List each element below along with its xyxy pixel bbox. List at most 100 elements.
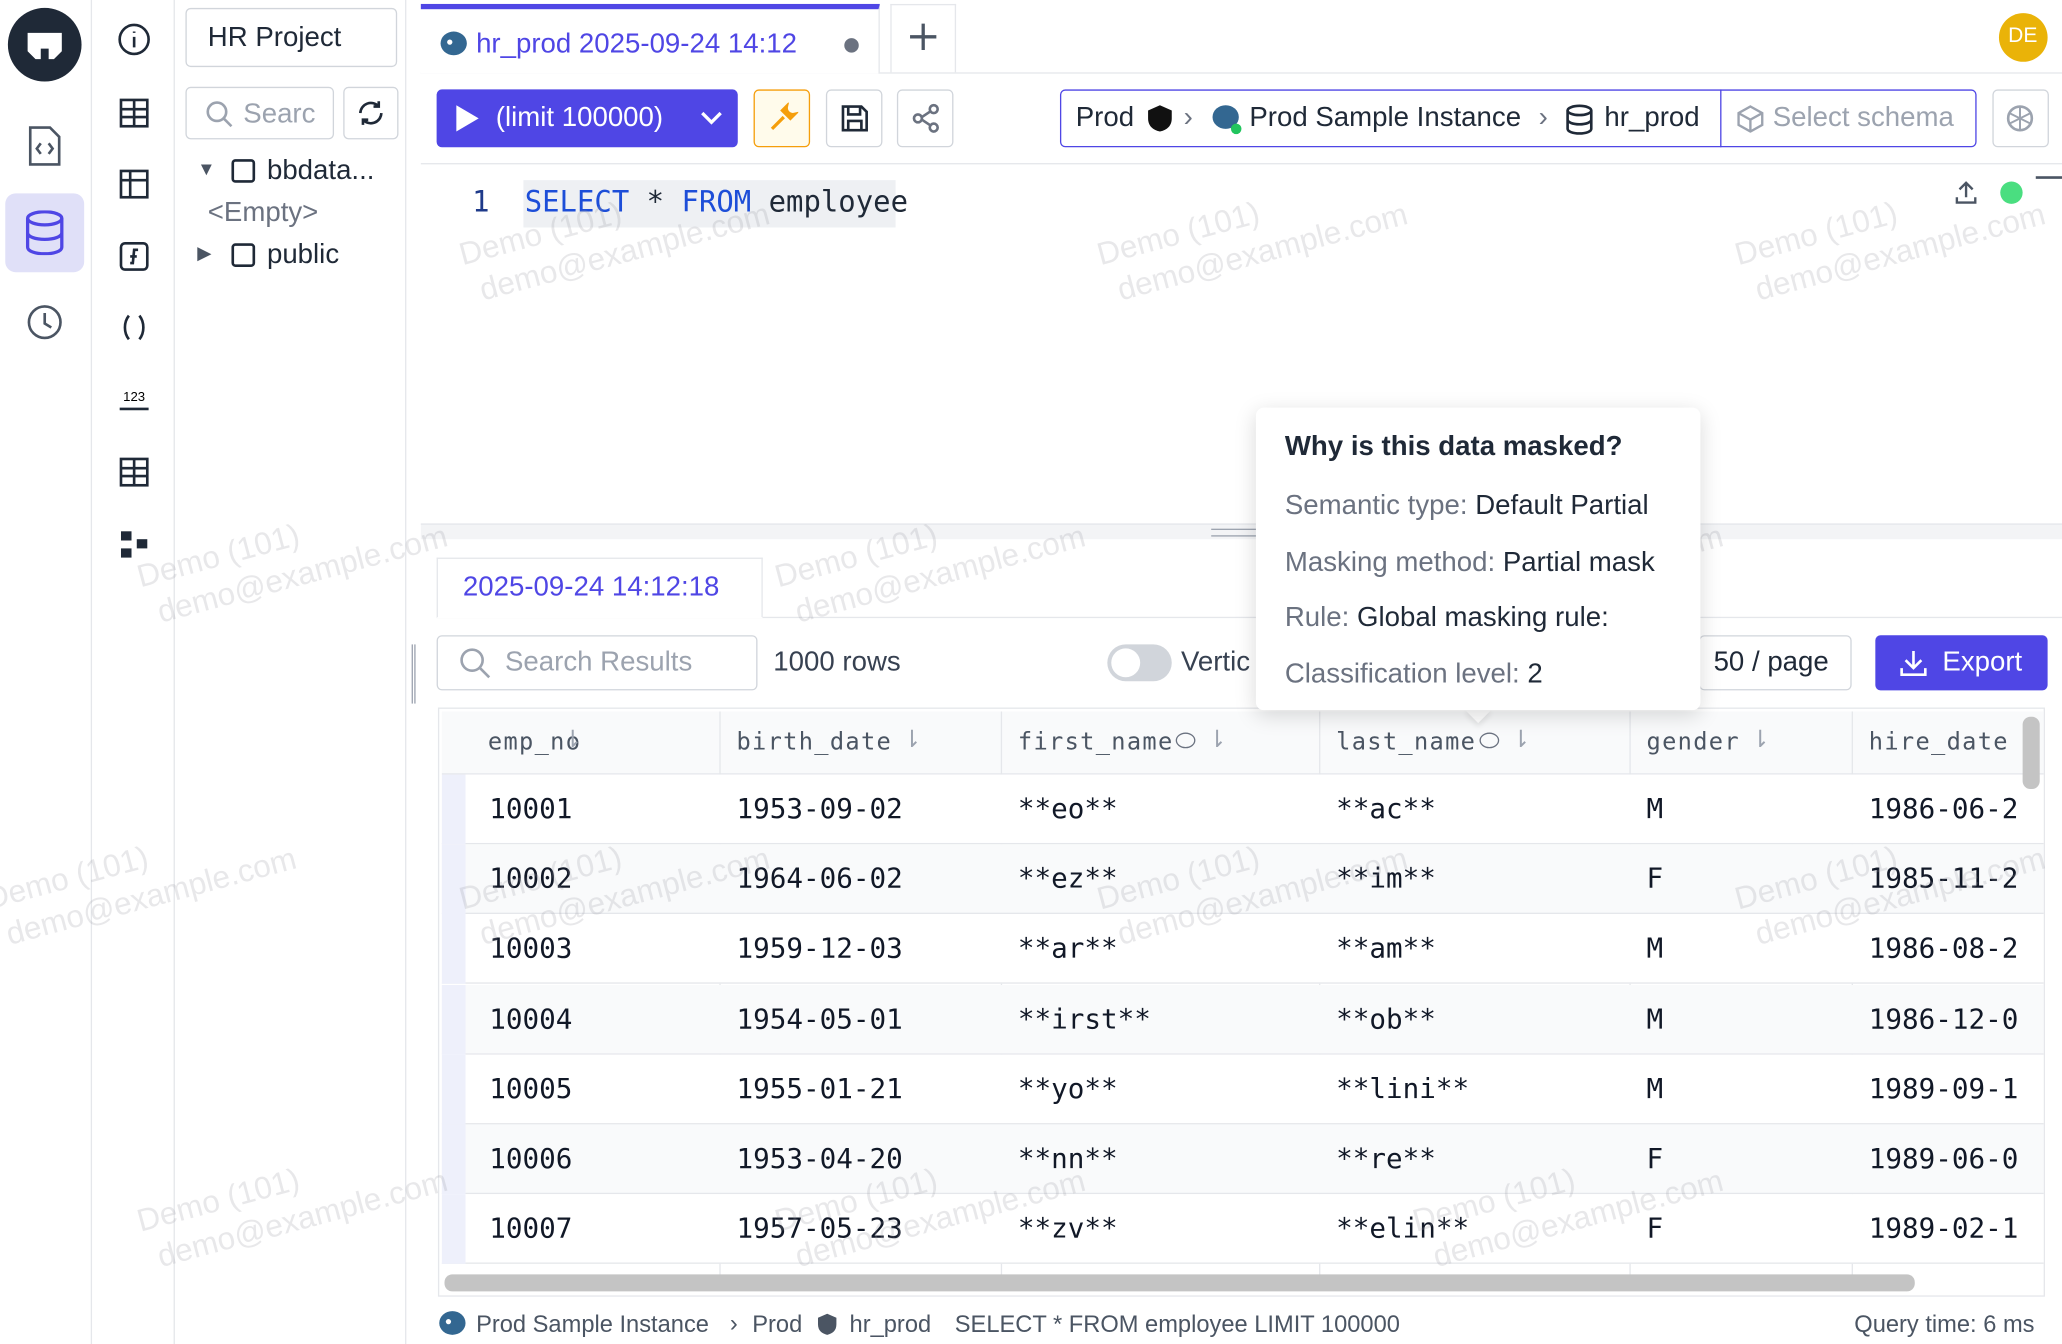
table-cell: **ac** [1336, 793, 1436, 825]
vscroll[interactable] [2022, 716, 2040, 790]
row-marker [441, 1124, 466, 1195]
logo[interactable] [7, 7, 83, 83]
row-marker [441, 844, 466, 915]
table-cell: **irst** [1017, 1002, 1151, 1035]
table-row [441, 1194, 2044, 1265]
column-header[interactable]: birth_date [736, 728, 893, 757]
run-button[interactable] [436, 89, 738, 148]
item-value: Partial mask [1502, 546, 1655, 577]
result-tab[interactable] [436, 557, 763, 619]
view-icon[interactable] [118, 168, 150, 200]
shield-icon [1148, 105, 1172, 132]
status-statement: SELECT * FROM employee LIMIT 100000 [954, 1311, 1400, 1338]
toolbar-border [420, 163, 2062, 165]
row-count: 1000 rows [773, 647, 901, 678]
tree-caret[interactable]: ▼ [197, 157, 216, 179]
table-row [441, 844, 2044, 915]
sequence-icon[interactable]: 123 [117, 384, 151, 416]
search-placeholder: Searc [243, 98, 316, 129]
table-cell: M [1646, 1002, 1664, 1035]
selector-divider [1720, 89, 1722, 148]
table-cell: F [1646, 1212, 1664, 1245]
table-cell: **elin** [1336, 1212, 1470, 1245]
db-icon [1566, 104, 1593, 135]
ai-button[interactable] [1992, 89, 2049, 148]
grid-header [441, 711, 2044, 775]
results-search[interactable] [436, 635, 758, 691]
table-cell: 1986-12-0 [1868, 1002, 2019, 1035]
database: hr_prod [1604, 102, 1700, 133]
sort-icon[interactable]: ⇂ [1511, 725, 1531, 753]
editor-icon[interactable] [26, 125, 63, 167]
table-row [441, 774, 2044, 845]
schema-cube [231, 159, 256, 183]
row-marker [441, 774, 466, 845]
tree-label[interactable]: public [266, 239, 340, 270]
popover-item: Masking method: Partial mask [1285, 546, 1655, 578]
toggle-label: Vertic [1180, 647, 1251, 678]
nav-rail [0, 0, 93, 1344]
sort-icon[interactable]: ⇂ [902, 725, 923, 753]
sort-icon[interactable]: ⇂ [562, 725, 583, 753]
table-cell: **zv** [1017, 1212, 1118, 1245]
column-header[interactable]: first_name [1017, 728, 1174, 757]
table-cell: 10001 [489, 793, 573, 825]
crumb-sep: › [1538, 102, 1548, 133]
database-icon [25, 210, 64, 256]
project-select[interactable] [185, 7, 398, 68]
tree-label[interactable]: bbdata... [266, 155, 375, 186]
info-icon[interactable] [116, 21, 153, 58]
share-button[interactable] [896, 89, 954, 148]
avatar[interactable] [1998, 13, 2048, 62]
run-dropdown[interactable] [698, 108, 724, 129]
table-cell: **im** [1336, 862, 1436, 895]
save-button[interactable] [825, 89, 883, 148]
wrench-icon [770, 102, 799, 131]
result-tab-title: 2025-09-24 14:12:18 [462, 572, 720, 603]
function-icon[interactable] [118, 241, 150, 273]
table-row [441, 1124, 2044, 1195]
result-tab-border [436, 616, 2062, 619]
table-cell: 1986-08-2 [1868, 932, 2019, 965]
column-header[interactable]: gender [1646, 728, 1740, 757]
diagram-icon[interactable] [118, 529, 150, 561]
watermark-email: demo@example.com [1113, 196, 1412, 309]
column-header[interactable]: last_name [1336, 728, 1477, 757]
environment: Prod [1075, 102, 1135, 133]
row-marker [441, 984, 466, 1055]
popover-item: Rule: Global masking rule: [1285, 602, 1609, 634]
tree-caret[interactable]: ▶ [197, 241, 212, 264]
sql-table: employee [768, 186, 908, 220]
upload-icon[interactable] [1953, 179, 1979, 205]
sidebar-search[interactable] [185, 86, 335, 140]
project-name: HR Project [207, 22, 342, 53]
hscroll[interactable] [444, 1274, 1915, 1292]
sql-line: SELECT * FROM employee [525, 187, 908, 220]
masking-popover: Why is this data masked? Semantic type: … [1255, 407, 1701, 711]
table-cell: **am** [1336, 932, 1436, 965]
procedure-icon[interactable] [118, 312, 150, 344]
watermark: Demo (101)demo@example.com [771, 482, 1089, 636]
history-icon[interactable] [25, 302, 64, 341]
sidebar [175, 0, 407, 1344]
refresh-icon [359, 101, 383, 125]
item-label: Semantic type: [1284, 490, 1468, 521]
resize-handle[interactable] [411, 644, 416, 704]
export-button[interactable] [1875, 635, 2048, 691]
refresh-button[interactable] [343, 86, 399, 140]
table-cell: M [1646, 1072, 1664, 1105]
masked-icon [1479, 732, 1500, 749]
table-icon[interactable] [118, 97, 150, 129]
active-nav[interactable] [5, 193, 85, 273]
sort-icon[interactable]: ⇂ [1207, 725, 1228, 753]
grid-icon[interactable] [118, 456, 150, 488]
new-tab[interactable] [890, 3, 957, 73]
column-header[interactable]: hire_date [1868, 728, 2009, 757]
item-label: Rule: [1284, 602, 1350, 633]
row-marker [441, 914, 466, 985]
column-header[interactable]: emp_no [487, 728, 582, 757]
sort-icon[interactable]: ⇂ [1750, 725, 1771, 753]
query-tab[interactable] [420, 3, 880, 74]
connection-selector[interactable] [1059, 89, 1977, 148]
